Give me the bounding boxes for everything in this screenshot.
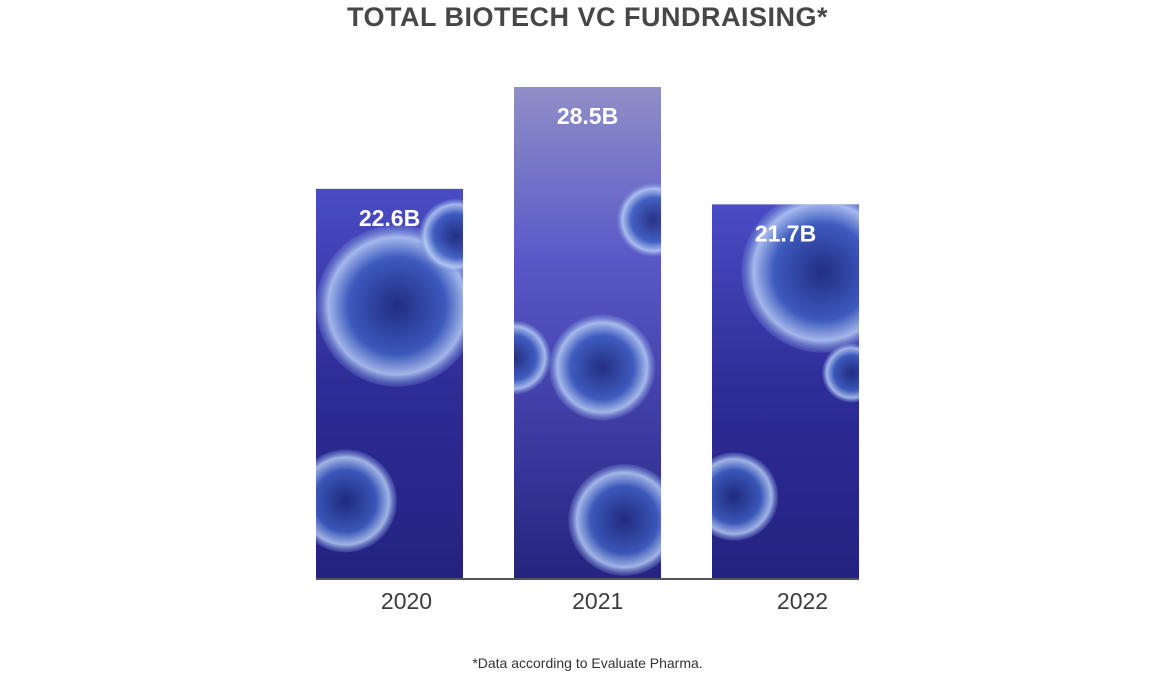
cell-shape [549,314,656,421]
bar-2020: 22.6B [316,188,463,579]
bar-texture [712,204,859,541]
cell-shape [514,320,551,395]
bar-2022: 21.7B [712,204,859,580]
x-tick-label: 2021 [572,588,623,614]
x-tick-label: 2022 [777,588,828,614]
x-tick-label: 2020 [381,588,432,614]
cell-shape [741,204,859,353]
bar-2021: 28.5B [514,87,661,579]
cell-shape [316,225,463,387]
data-label: 28.5B [557,103,618,129]
cell-shape [616,183,661,257]
chart-title: TOTAL BIOTECH VC FUNDRAISING* [346,2,828,32]
cell-shape [418,198,463,273]
data-label: 22.6B [359,205,420,231]
cell-shape [822,343,859,403]
bar-texture [514,183,661,576]
data-label: 21.7B [755,220,816,246]
cell-shape [316,449,397,553]
cell-shape [568,464,661,576]
bar-texture [316,198,463,553]
cell-shape [712,452,779,541]
footnote: *Data according to Evaluate Pharma. [472,655,703,671]
